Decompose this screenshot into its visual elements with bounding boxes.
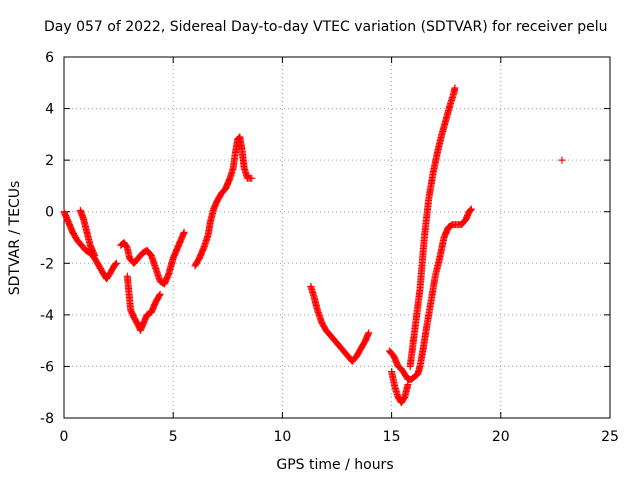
data-point bbox=[365, 329, 373, 337]
y-tick-label: -2 bbox=[40, 256, 54, 272]
tick-labels: 0 5 10 15 20 25 -8 -6 -4 -2 0 2 4 6 bbox=[40, 50, 619, 445]
y-tick-label: -4 bbox=[40, 308, 54, 324]
y-tick-label: 0 bbox=[45, 205, 54, 221]
plot-frame bbox=[63, 56, 611, 419]
x-tick-label: 25 bbox=[601, 429, 619, 445]
data-point bbox=[404, 380, 412, 388]
x-axis-label: GPS time / hours bbox=[276, 457, 394, 473]
data-point bbox=[111, 261, 119, 269]
data-point bbox=[467, 206, 475, 214]
y-tick-label: -6 bbox=[40, 359, 54, 375]
axis-ticks bbox=[63, 56, 611, 419]
data-points bbox=[60, 84, 566, 407]
grid-lines bbox=[64, 57, 610, 418]
x-tick-label: 0 bbox=[60, 429, 69, 445]
y-tick-label: 2 bbox=[45, 153, 54, 169]
y-tick-label: 6 bbox=[45, 50, 54, 66]
data-point bbox=[558, 156, 566, 164]
data-point bbox=[467, 205, 475, 213]
x-tick-label: 5 bbox=[169, 429, 178, 445]
data-point bbox=[112, 259, 120, 267]
y-tick-label: 4 bbox=[45, 102, 54, 118]
chart-title: Day 057 of 2022, Sidereal Day-to-day VTE… bbox=[44, 19, 608, 35]
data-point bbox=[112, 260, 120, 268]
x-tick-label: 15 bbox=[383, 429, 401, 445]
y-tick-label: -8 bbox=[40, 411, 54, 427]
x-tick-label: 10 bbox=[273, 429, 291, 445]
data-point bbox=[155, 292, 163, 300]
data-point bbox=[180, 228, 188, 236]
y-axis-label: SDTVAR / TECUs bbox=[7, 180, 23, 296]
data-point bbox=[466, 207, 474, 215]
x-tick-label: 20 bbox=[492, 429, 510, 445]
data-point bbox=[91, 252, 99, 260]
data-point bbox=[248, 174, 256, 182]
data-point bbox=[451, 84, 459, 92]
data-point bbox=[156, 290, 164, 298]
